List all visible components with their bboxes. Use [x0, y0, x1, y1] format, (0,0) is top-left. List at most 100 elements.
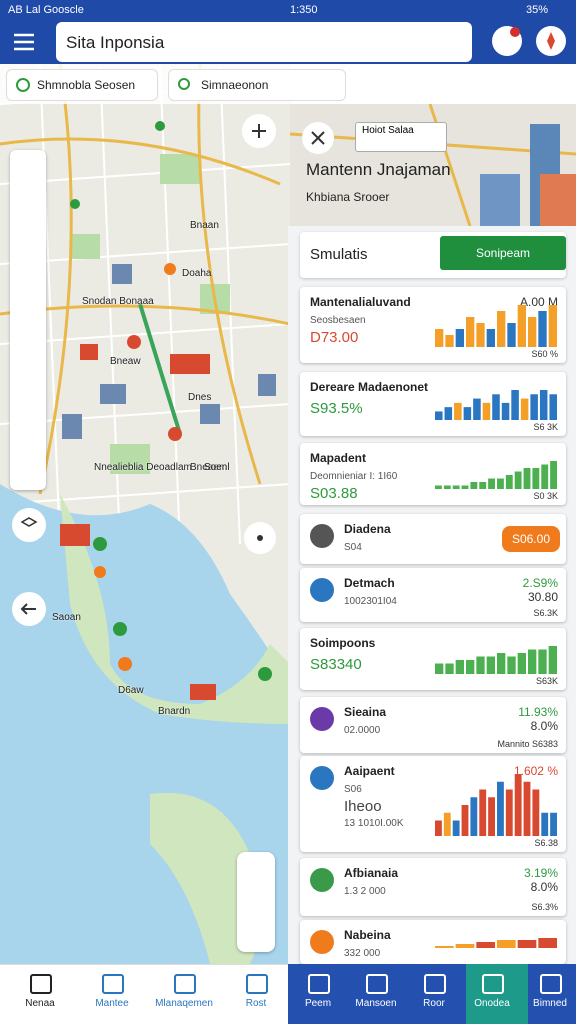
spark-bar — [507, 656, 516, 674]
filter-search-text: Simnaeonon — [201, 78, 269, 92]
filter-search[interactable]: Simnaeonon — [168, 69, 346, 101]
filter-dropdown[interactable]: Shmnobla Seosen — [6, 69, 158, 101]
nav-label[interactable]: Peem — [304, 998, 332, 1009]
icon-shape — [310, 578, 334, 602]
close-button[interactable] — [300, 120, 336, 156]
card-name: Sieaina — [344, 705, 387, 719]
map-tools[interactable] — [237, 852, 275, 952]
nav-icon — [366, 974, 388, 994]
spark-bar — [435, 820, 442, 836]
simulation-button[interactable]: Sonipeam — [440, 236, 566, 270]
spark-bar — [435, 485, 442, 489]
spark-bar — [523, 468, 531, 489]
nav-label[interactable]: Onodea — [474, 998, 510, 1009]
search-bar[interactable]: Sita Inponsia — [56, 22, 472, 62]
status-text: AB Lal Gooscle — [8, 4, 84, 16]
spark-bar — [454, 402, 462, 420]
locate-button[interactable] — [242, 520, 278, 556]
spark-bar — [455, 660, 464, 674]
spark-bar — [479, 482, 487, 489]
spark-bar — [470, 482, 478, 489]
spark-bar — [497, 781, 504, 836]
spark-bar — [548, 646, 557, 674]
nav-icon — [482, 974, 504, 994]
spark-bar — [476, 323, 485, 347]
map[interactable] — [0, 64, 290, 964]
spark-bar — [444, 407, 453, 420]
notifications-button[interactable] — [490, 24, 524, 58]
spark-bar — [528, 317, 537, 347]
card-name: Diadena — [344, 522, 391, 536]
card-stat: S6.38 — [534, 838, 558, 848]
tooltip: Hoiot Salaa — [355, 122, 447, 152]
card-name: Detmach — [344, 576, 395, 590]
spark-bar — [541, 464, 549, 489]
sparkbars — [435, 390, 557, 420]
card: Sieaina 02.0000 11.93% 8.0% Mannito S6383 — [300, 697, 566, 753]
map-toolbar[interactable] — [10, 150, 46, 490]
spark-bar — [466, 660, 475, 674]
card-stat: Mannito S6383 — [497, 739, 558, 749]
spark-bar — [488, 478, 495, 489]
dropdown-text: Shmnobla Seosen — [37, 78, 136, 92]
card: Aaipaent S06 Iheoo 13 1010I.00K 1.602 % S6.38 — [300, 756, 566, 852]
bottom-nav-right — [288, 964, 576, 1024]
spark-bar — [461, 805, 469, 836]
card-stat: 1.602 % — [513, 764, 558, 778]
spark-bar — [548, 305, 557, 347]
spark-bar — [452, 820, 460, 836]
icon-shape — [310, 930, 334, 954]
nav-icon — [540, 974, 562, 994]
card-value: D73.00 — [310, 329, 359, 346]
spark-bar — [550, 812, 557, 836]
back-button[interactable] — [10, 590, 48, 628]
spark-bar — [435, 946, 454, 948]
spark-bar — [528, 649, 537, 674]
zoom-in-button[interactable] — [240, 112, 278, 150]
card-value: Iheoo — [344, 798, 382, 815]
card: Mantenalialuvand Seosbesaen D73.00 A.00 M S6… — [300, 287, 566, 363]
spark-bar — [473, 398, 481, 420]
sparkbars — [435, 305, 557, 347]
map-label: Snodan Bonaaa — [82, 296, 154, 307]
profile-button[interactable] — [534, 24, 568, 58]
layers-button[interactable] — [10, 506, 48, 544]
card-badge: S06.00 — [501, 526, 560, 552]
spark-bar — [492, 394, 500, 420]
spark-bar — [497, 940, 516, 948]
nav-label[interactable]: Mlanaqemen — [155, 998, 213, 1009]
card-stat: A.00 M — [519, 295, 558, 309]
map-label: Doaha — [182, 268, 212, 279]
spark-bar — [539, 390, 548, 420]
card-icon — [310, 707, 334, 731]
menu-button[interactable] — [12, 32, 36, 52]
simulation-header: Smulatis Sonipeam — [300, 232, 566, 278]
spark-bar — [501, 402, 510, 420]
app-bar: Sita Inponsia — [0, 22, 576, 64]
spark-bar — [511, 390, 519, 420]
card-icon — [310, 578, 334, 602]
nav-label[interactable]: Mantee — [95, 998, 129, 1009]
search-title: Sita Inponsia — [66, 33, 165, 52]
spark-bar — [517, 653, 526, 674]
card-name: Nabeina — [344, 928, 391, 942]
card-name: Aaipaent — [344, 764, 395, 778]
nav-label[interactable]: Nenaa — [25, 998, 55, 1009]
card-stat: 11.93% — [518, 705, 558, 719]
spark-bar — [452, 485, 460, 489]
spark-bar — [486, 329, 495, 347]
card-stat: S6.3% — [531, 902, 558, 912]
nav-label[interactable]: Rost — [245, 998, 267, 1009]
spark-bar — [435, 411, 443, 420]
map-label: Soenl — [204, 462, 230, 473]
3d-view — [290, 104, 576, 226]
spark-bar — [445, 335, 454, 347]
nav-label[interactable]: Roor — [423, 998, 445, 1009]
nav-label[interactable]: Mansoen — [355, 998, 397, 1009]
nav-label[interactable]: Bimned — [533, 998, 567, 1009]
spark-bar — [538, 311, 547, 347]
card-sub: S06 — [344, 784, 362, 795]
card-sub: 1.3 2 000 — [344, 886, 386, 897]
spark-bar — [476, 656, 485, 674]
